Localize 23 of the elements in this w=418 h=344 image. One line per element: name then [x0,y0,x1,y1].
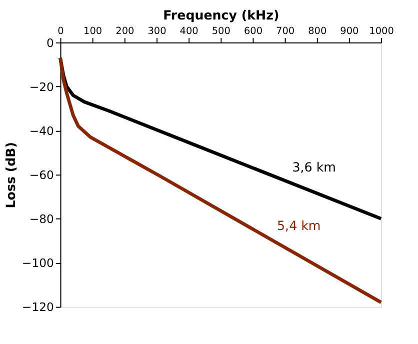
y-tick-label: −100 [22,256,54,270]
x-tick-label: 300 [148,26,166,38]
y-tick-label: −60 [29,168,54,182]
y-tick-label: −20 [29,80,54,94]
x-tick-label: 600 [244,26,263,38]
y-axis-title: Loss (dB) [3,142,18,208]
x-tick-label: 900 [340,26,359,38]
series-label: 3,6 km [292,160,336,174]
series-label: 5,4 km [277,218,321,233]
x-tick-label: 400 [180,26,198,38]
x-axis-title: Frequency (kHz) [163,8,280,23]
line-series [58,56,383,304]
x-tick-label: 500 [212,26,230,38]
x-tick-label: 700 [276,26,295,38]
y-tick-label: −40 [29,124,54,138]
x-tick-label: 0 [58,26,64,38]
x-tick-label: 200 [116,26,134,38]
x-tick-label: 1000 [369,26,394,38]
x-tick-label: 100 [84,26,102,38]
y-tick-label: −120 [22,300,54,314]
y-tick-label: 0 [46,36,54,50]
y-tick-label: −80 [29,212,54,226]
x-tick-label: 800 [308,26,327,38]
